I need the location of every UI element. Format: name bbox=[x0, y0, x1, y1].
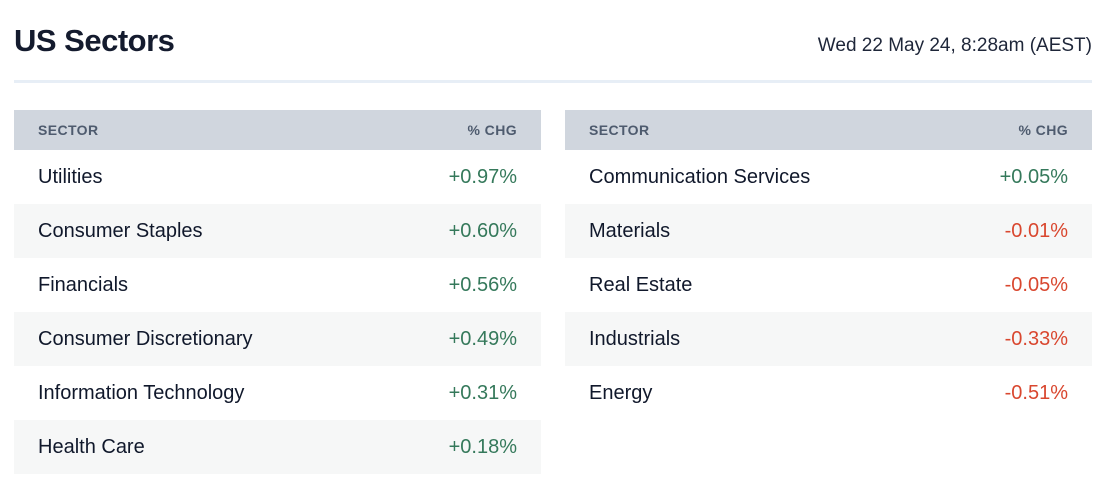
table-row: Health Care +0.18% bbox=[14, 420, 541, 474]
sector-name: Real Estate bbox=[589, 273, 693, 296]
sector-name: Consumer Discretionary bbox=[38, 327, 253, 350]
sectors-table-right: SECTOR % CHG Communication Services +0.0… bbox=[565, 110, 1092, 474]
sectors-table-left: SECTOR % CHG Utilities +0.97% Consumer S… bbox=[14, 110, 541, 474]
column-header-chg: % CHG bbox=[1018, 122, 1068, 138]
sector-change: +0.18% bbox=[448, 435, 517, 458]
sector-change: -0.01% bbox=[1004, 219, 1068, 242]
sector-change: -0.33% bbox=[1004, 327, 1068, 350]
sector-name: Financials bbox=[38, 273, 129, 296]
table-row: Energy -0.51% bbox=[565, 366, 1092, 420]
sector-change: +0.49% bbox=[448, 327, 517, 350]
timestamp: Wed 22 May 24, 8:28am (AEST) bbox=[817, 35, 1092, 56]
sector-name: Communication Services bbox=[589, 165, 811, 188]
sector-change: -0.51% bbox=[1004, 381, 1068, 404]
sector-change: -0.05% bbox=[1004, 273, 1068, 296]
column-header-sector: SECTOR bbox=[589, 122, 650, 138]
table-row: Consumer Staples +0.60% bbox=[14, 204, 541, 258]
table-row: Consumer Discretionary +0.49% bbox=[14, 312, 541, 366]
table-row: Communication Services +0.05% bbox=[565, 150, 1092, 204]
sector-name: Industrials bbox=[589, 327, 681, 350]
sector-name: Health Care bbox=[38, 435, 145, 458]
header-bar: US Sectors Wed 22 May 24, 8:28am (AEST) bbox=[14, 14, 1092, 58]
table-row: Real Estate -0.05% bbox=[565, 258, 1092, 312]
header-divider bbox=[14, 80, 1092, 83]
sector-name: Information Technology bbox=[38, 381, 245, 404]
table-body: Communication Services +0.05% Materials … bbox=[565, 150, 1092, 420]
sector-name: Utilities bbox=[38, 165, 103, 188]
page-title: US Sectors bbox=[14, 23, 175, 59]
column-header-sector: SECTOR bbox=[38, 122, 99, 138]
sector-change: +0.56% bbox=[448, 273, 517, 296]
sector-change: +0.05% bbox=[999, 165, 1068, 188]
sector-tables: SECTOR % CHG Utilities +0.97% Consumer S… bbox=[14, 110, 1092, 474]
table-header: SECTOR % CHG bbox=[565, 110, 1092, 150]
table-header: SECTOR % CHG bbox=[14, 110, 541, 150]
table-row: Financials +0.56% bbox=[14, 258, 541, 312]
table-row: Industrials -0.33% bbox=[565, 312, 1092, 366]
sector-name: Consumer Staples bbox=[38, 219, 203, 242]
us-sectors-widget: US Sectors Wed 22 May 24, 8:28am (AEST) … bbox=[14, 14, 1092, 474]
table-row: Information Technology +0.31% bbox=[14, 366, 541, 420]
sector-name: Materials bbox=[589, 219, 671, 242]
sector-change: +0.31% bbox=[448, 381, 517, 404]
sector-change: +0.60% bbox=[448, 219, 517, 242]
sector-name: Energy bbox=[589, 381, 653, 404]
column-header-chg: % CHG bbox=[467, 122, 517, 138]
table-row: Utilities +0.97% bbox=[14, 150, 541, 204]
sector-change: +0.97% bbox=[448, 165, 517, 188]
table-row: Materials -0.01% bbox=[565, 204, 1092, 258]
table-body: Utilities +0.97% Consumer Staples +0.60%… bbox=[14, 150, 541, 474]
